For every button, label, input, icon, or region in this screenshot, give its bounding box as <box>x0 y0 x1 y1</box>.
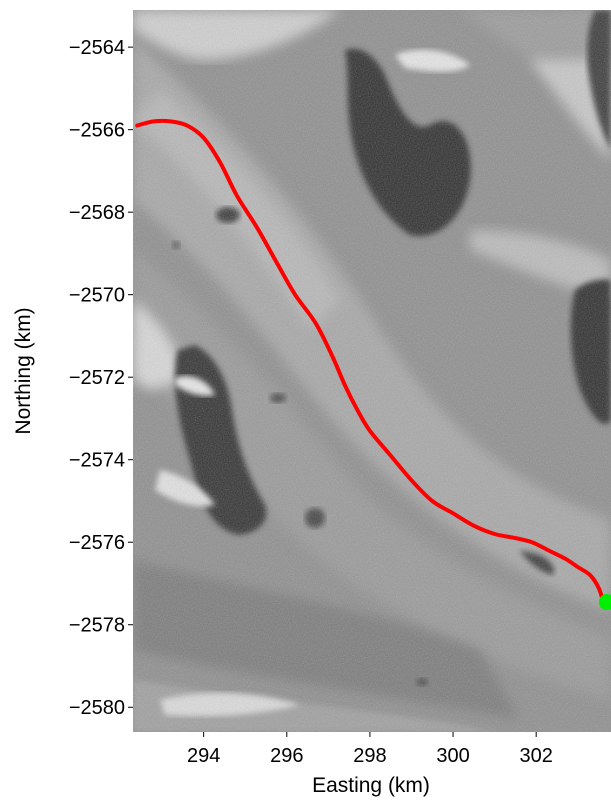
y-tick-label: −2580 <box>69 697 125 719</box>
y-tick-label: −2566 <box>69 120 125 142</box>
y-axis-title: Northing (km) <box>12 307 35 434</box>
data-layer <box>135 118 611 611</box>
y-tick-label: −2572 <box>69 367 125 389</box>
x-tick-label: 302 <box>519 745 552 767</box>
y-tick-label: −2564 <box>69 37 125 59</box>
y-tick-label: −2576 <box>69 532 125 554</box>
x-tick-label: 300 <box>436 745 469 767</box>
y-tick-label: −2574 <box>69 450 125 472</box>
flow-line <box>135 118 605 602</box>
y-tick-label: −2570 <box>69 285 125 307</box>
x-tick-label: 298 <box>353 745 386 767</box>
axes: 294 296 298 300 302 −2564 −2566 −2568 −2570 −2572… <box>69 37 553 767</box>
y-tick-label: −2578 <box>69 615 125 637</box>
y-tick-label: −2568 <box>69 202 125 224</box>
endpoint-marker <box>598 594 611 611</box>
x-tick-label: 294 <box>187 745 220 767</box>
x-axis-title: Easting (km) <box>312 774 430 797</box>
x-tick-label: 296 <box>270 745 303 767</box>
satellite-image <box>133 10 611 732</box>
